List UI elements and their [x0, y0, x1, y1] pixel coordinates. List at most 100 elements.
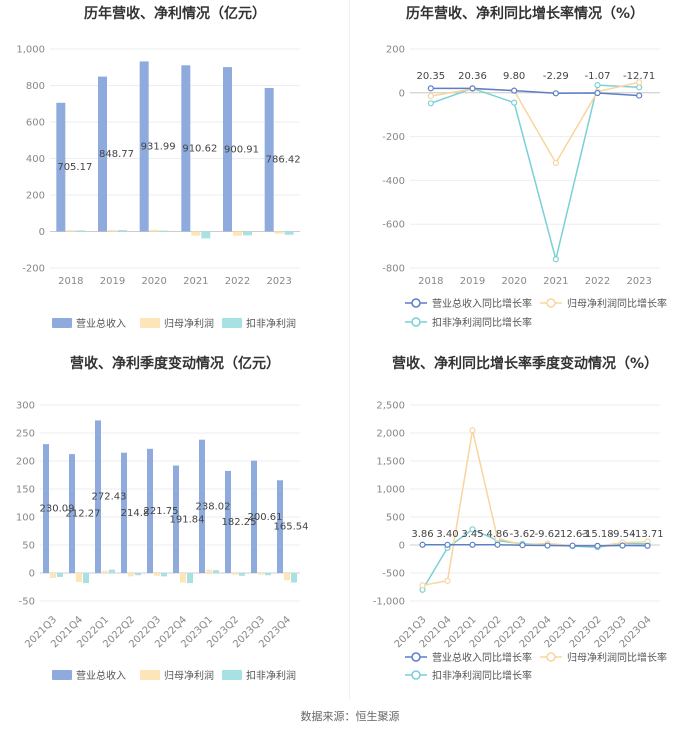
data-point: [636, 84, 643, 91]
y-tick-label: -500: [382, 569, 405, 580]
chart-title: 历年营收、净利同比增长率情况（%）: [406, 5, 644, 22]
data-label: 3.86: [411, 529, 433, 540]
legend-swatch: [140, 670, 160, 680]
data-point: [419, 541, 426, 548]
chart-title: 营收、净利同比增长率季度变动情况（%）: [392, 355, 658, 372]
data-point: [469, 85, 476, 92]
bar: [57, 573, 63, 577]
y-tick-label: -600: [382, 220, 405, 231]
data-point: [544, 542, 551, 549]
bar: [199, 439, 205, 573]
data-label: 165.54: [274, 522, 309, 533]
panel-divider: [349, 0, 350, 700]
x-tick-label: 2022: [585, 276, 610, 287]
y-tick-label: -1,000: [373, 597, 405, 608]
y-tick-label: 2,500: [376, 401, 405, 412]
data-label: 931.99: [141, 141, 176, 152]
series-line: [422, 543, 648, 547]
data-point: [552, 256, 559, 263]
x-tick-label: 2018: [58, 276, 83, 287]
bar: [274, 231, 284, 234]
data-label: 20.35: [417, 71, 446, 82]
chart-title: 历年营收、净利情况（亿元）: [84, 5, 266, 22]
bar: [147, 448, 153, 573]
series-line: [430, 81, 640, 165]
series-line: [430, 84, 640, 260]
data-label: 900.91: [224, 144, 259, 155]
bar: [76, 573, 82, 582]
bar: [180, 573, 186, 583]
data-point: [469, 427, 476, 434]
data-label: 3.45: [461, 529, 483, 540]
bar: [258, 573, 264, 575]
y-tick-label: 1,000: [376, 485, 405, 496]
bar: [159, 230, 169, 232]
data-label: 221.75: [144, 506, 179, 517]
y-tick-label: 150: [16, 485, 35, 496]
bar: [181, 65, 191, 232]
legend-swatch: [52, 318, 72, 328]
data-label: 212.27: [66, 509, 101, 520]
data-label: 9.80: [503, 71, 525, 82]
bar: [251, 460, 257, 573]
y-tick-label: 200: [26, 191, 45, 202]
y-tick-label: 1,500: [376, 457, 405, 468]
y-tick-label: 500: [386, 513, 405, 524]
quarterly-growth-rate-chart: 营收、净利同比增长率季度变动情况（%） 2,500 2,000 1,500 1,000 5…: [350, 350, 700, 700]
bar: [284, 573, 290, 581]
data-point: [644, 542, 651, 549]
y-tick-label: 400: [26, 154, 45, 165]
legend-swatch: [222, 670, 242, 680]
bar: [206, 569, 212, 573]
quarterly-revenue-profit-svg: 营收、净利季度变动情况（亿元） 300 250 200 150 100 50 0 -50 230.…: [16, 355, 309, 682]
data-point: [552, 90, 559, 97]
bar: [56, 102, 66, 232]
legend-swatch: [140, 318, 160, 328]
data-point: [494, 535, 501, 542]
data-label: 182.25: [222, 517, 257, 528]
y-tick-label: -50: [19, 597, 35, 608]
bar: [109, 569, 115, 573]
y-tick-label: 600: [26, 118, 45, 129]
data-point: [636, 79, 643, 86]
annual-revenue-profit-chart: 历年营收、净利情况（亿元） 1,000 800 600 400 200 0 -200 705.1…: [0, 0, 350, 350]
data-point: [552, 159, 559, 166]
data-source-note: 数据来源：恒生聚源: [300, 710, 400, 723]
data-label: -3.62: [510, 529, 536, 540]
chart-title: 营收、净利季度变动情况（亿元）: [70, 355, 280, 372]
legend-label: 营业总收入: [76, 669, 126, 682]
data-point: [636, 92, 643, 99]
legend-label: 扣非净利润: [246, 317, 296, 330]
data-label: -9.54: [610, 529, 636, 540]
legend-label: 归母净利润同比增长率: [567, 651, 667, 664]
bar: [43, 444, 49, 573]
data-label: 20.36: [458, 71, 487, 82]
data-label: 214.8: [121, 508, 150, 519]
legend-label: 营业总收入同比增长率: [432, 651, 532, 664]
legend-label: 归母净利润: [164, 669, 214, 682]
legend-swatch: [222, 318, 242, 328]
bar: [135, 573, 141, 576]
data-label: 272.43: [92, 492, 127, 503]
bar: [118, 230, 127, 232]
legend-marker: [546, 298, 556, 308]
legend-marker: [411, 317, 421, 327]
y-tick-label: 200: [386, 45, 405, 56]
data-point: [569, 542, 576, 549]
data-label: 4.86: [486, 529, 508, 540]
data-point: [594, 89, 601, 97]
bar: [173, 465, 179, 573]
data-label: 786.42: [266, 155, 301, 166]
bar: [291, 573, 297, 583]
y-tick-label: 2,000: [376, 429, 405, 440]
bar: [102, 570, 108, 573]
y-tick-label: 50: [22, 541, 35, 552]
bar: [277, 480, 283, 573]
data-label: -2.29: [543, 71, 569, 82]
legend-label: 归母净利润: [164, 317, 214, 330]
legend-label: 扣非净利润同比增长率: [432, 316, 532, 329]
y-tick-label: -200: [382, 132, 405, 143]
data-point: [619, 542, 626, 549]
data-label: 848.77: [99, 149, 134, 160]
bar: [213, 570, 219, 573]
